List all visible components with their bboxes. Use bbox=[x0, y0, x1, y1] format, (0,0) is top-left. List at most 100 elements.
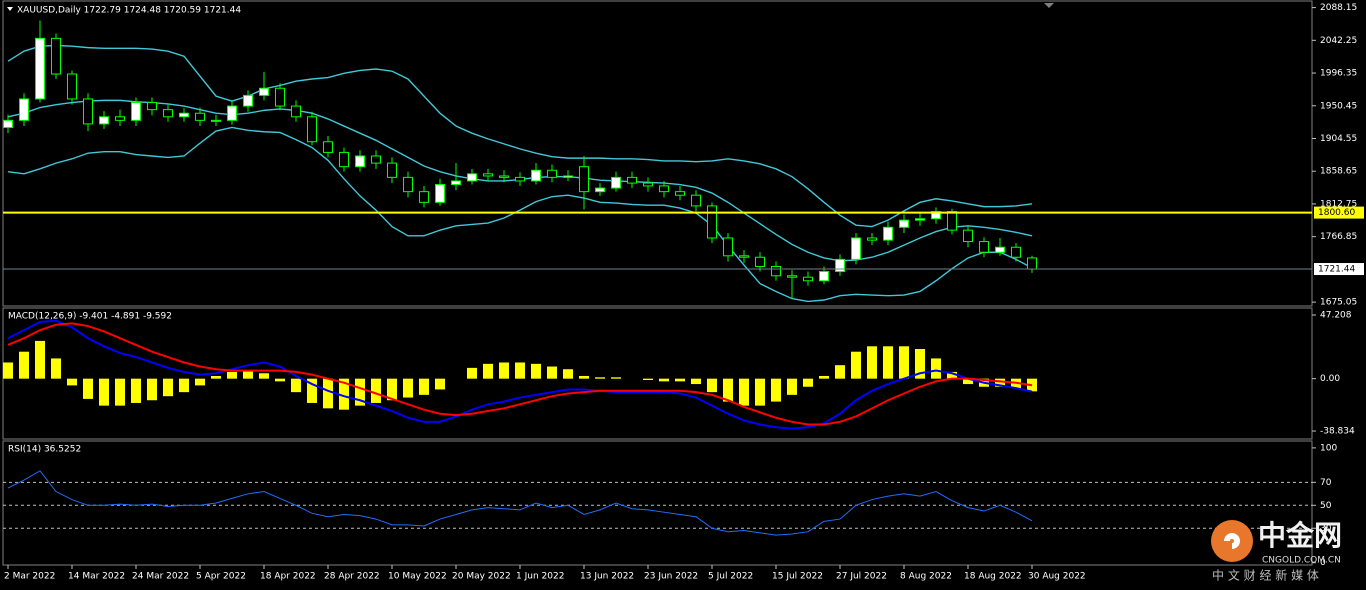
y-tick-label: 70 bbox=[1320, 478, 1332, 488]
band-lower bbox=[7, 126, 1033, 303]
macd-bar bbox=[403, 378, 413, 398]
macd-bar bbox=[259, 373, 269, 379]
y-tick-label: 1904.55 bbox=[1320, 134, 1357, 144]
candle-body bbox=[643, 182, 653, 187]
macd-bar bbox=[563, 369, 573, 379]
macd-bar bbox=[275, 378, 285, 382]
band-upper bbox=[7, 44, 1033, 228]
macd-bar bbox=[291, 378, 301, 393]
candle-body bbox=[35, 37, 45, 100]
macd-bar bbox=[483, 363, 493, 379]
price-panel bbox=[2, 0, 1313, 307]
candle-body bbox=[259, 87, 269, 96]
x-tick-label: 27 Jul 2022 bbox=[836, 572, 887, 582]
macd-bar bbox=[339, 378, 349, 410]
price-label: 1800.60 bbox=[1318, 208, 1355, 218]
y-tick-label: 1766.85 bbox=[1320, 232, 1357, 242]
macd-bar bbox=[19, 351, 29, 379]
candle-body bbox=[739, 255, 749, 258]
candle-body bbox=[835, 258, 845, 272]
macd-bar bbox=[675, 378, 685, 382]
candle-body bbox=[611, 176, 621, 189]
macd-bar bbox=[211, 375, 221, 379]
candle-body bbox=[99, 116, 109, 125]
y-tick-label: 1675.05 bbox=[1320, 298, 1357, 308]
candle-body bbox=[595, 187, 605, 193]
logo-mark bbox=[1224, 533, 1240, 549]
candle-body bbox=[707, 205, 717, 239]
candle-body bbox=[275, 87, 285, 107]
plot: 2088.15 2042.25 1996.35 1950.45 1904.55 1858.… bbox=[3, 3, 1364, 582]
candle-body bbox=[291, 105, 301, 118]
macd-title: MACD(12,26,9) -9.401 -4.891 -9.592 bbox=[8, 312, 172, 322]
candle-body bbox=[499, 175, 509, 178]
macd-bar bbox=[787, 378, 797, 395]
candle-body bbox=[115, 116, 125, 121]
macd-bar bbox=[179, 378, 189, 393]
x-tick-label: 15 Jul 2022 bbox=[772, 572, 823, 582]
y-tick-label: 47.208 bbox=[1320, 311, 1352, 321]
macd-bar bbox=[531, 363, 541, 379]
candle-body bbox=[899, 219, 909, 228]
candle-body bbox=[355, 155, 365, 168]
y-tick-label: 1812.75 bbox=[1320, 199, 1357, 209]
candle-body bbox=[547, 169, 557, 178]
candle-body bbox=[467, 173, 477, 182]
macd-line bbox=[7, 322, 1033, 426]
macd-bar bbox=[771, 378, 781, 402]
candle-body bbox=[787, 275, 797, 278]
candle-body bbox=[419, 191, 429, 203]
macd-bar bbox=[819, 375, 829, 379]
x-tick-label: 1 Jun 2022 bbox=[516, 572, 564, 582]
candle-body bbox=[163, 109, 173, 118]
macd-bar bbox=[659, 378, 669, 382]
candle-body bbox=[659, 185, 669, 193]
candle-body bbox=[515, 176, 525, 182]
candle-body bbox=[51, 37, 61, 75]
x-tick-label: 30 Aug 2022 bbox=[1028, 572, 1086, 582]
candle-body bbox=[179, 112, 189, 118]
candle-body bbox=[1027, 257, 1037, 270]
macd-bar bbox=[163, 378, 173, 397]
logo-circle bbox=[1211, 520, 1253, 562]
candle-body bbox=[227, 105, 237, 121]
candle-body bbox=[131, 102, 141, 121]
x-tick-label: 28 Apr 2022 bbox=[324, 572, 380, 582]
rsi-title: RSI(14) 36.5252 bbox=[8, 445, 81, 455]
x-tick-label: 2 Mar 2022 bbox=[4, 572, 55, 582]
scroll-marker bbox=[1044, 3, 1054, 8]
macd-bar bbox=[835, 365, 845, 379]
x-tick-label: 10 May 2022 bbox=[388, 572, 447, 582]
macd-bar bbox=[323, 378, 333, 409]
watermark-slogan: 中 文 财 经 新 媒 体 bbox=[1212, 568, 1319, 583]
candle-body bbox=[563, 175, 573, 178]
macd-bar bbox=[515, 362, 525, 379]
y-tick-label: 50 bbox=[1320, 501, 1332, 511]
candle-body bbox=[883, 226, 893, 241]
macd-bar bbox=[867, 346, 877, 379]
candle-body bbox=[723, 237, 733, 257]
macd-bar bbox=[915, 348, 925, 379]
x-tick-label: 8 Aug 2022 bbox=[900, 572, 952, 582]
candle-body bbox=[915, 218, 925, 221]
candle-body bbox=[755, 256, 765, 268]
candle-body bbox=[483, 173, 493, 177]
y-tick-label: 30 bbox=[1320, 524, 1332, 534]
macd-bar bbox=[195, 378, 205, 386]
watermark: 中金网 CNGOLD.COM.CN 中 文 财 经 新 媒 体 bbox=[1211, 519, 1342, 583]
macd-bar bbox=[595, 377, 605, 379]
macd-bar bbox=[227, 371, 237, 379]
candle-body bbox=[147, 102, 157, 111]
candle-body bbox=[403, 176, 413, 193]
macd-bar bbox=[35, 340, 45, 379]
macd-bar bbox=[243, 370, 253, 379]
candle-body bbox=[1011, 246, 1021, 258]
macd-bar bbox=[547, 366, 557, 379]
macd-bar bbox=[131, 378, 141, 403]
watermark-brand: 中金网 bbox=[1258, 519, 1342, 552]
macd-bar bbox=[115, 378, 125, 406]
macd-bar bbox=[371, 378, 381, 403]
candle-body bbox=[979, 241, 989, 253]
price-label-box bbox=[1314, 206, 1364, 219]
